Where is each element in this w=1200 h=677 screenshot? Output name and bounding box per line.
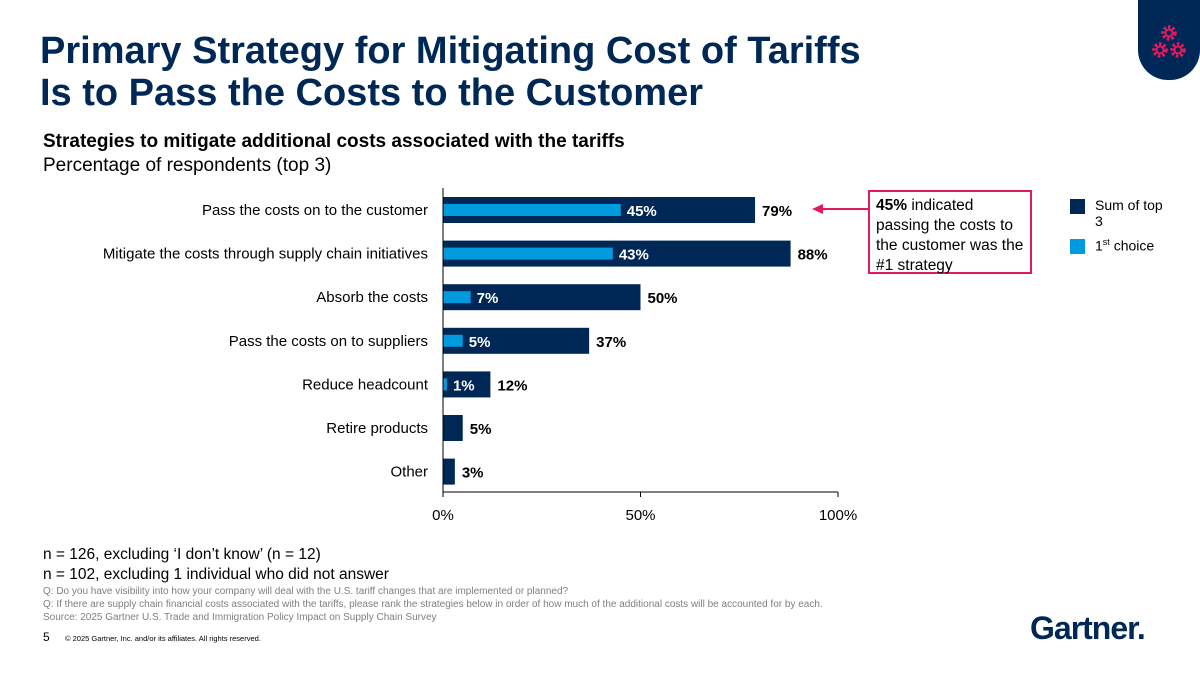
category-label: Other <box>390 464 428 481</box>
footnotes: n = 126, excluding ‘I don’t know’ (n = 1… <box>43 545 823 624</box>
bar-first-choice <box>443 334 463 347</box>
bar-sum-top3 <box>443 284 641 311</box>
data-label-first: 43% <box>619 247 649 264</box>
data-label-first: 1% <box>453 377 475 394</box>
bar-sum-top3 <box>443 327 590 354</box>
data-label-first: 45% <box>627 203 657 220</box>
callout-text: indicated passing the costs to the custo… <box>876 197 1024 274</box>
legend-label: Sum of top 3 <box>1095 197 1163 229</box>
category-label: Mitigate the costs through supply chain … <box>103 246 428 263</box>
note: n = 126, excluding ‘I don’t know’ (n = 1… <box>43 546 321 563</box>
data-label-sum: 79% <box>762 203 792 220</box>
legend-item-sum: Sum of top 3 <box>1070 197 1165 229</box>
data-label-sum: 37% <box>596 334 626 351</box>
legend-item-first: 1st choice <box>1070 237 1165 254</box>
section-badge <box>1138 0 1200 80</box>
source: Source: 2025 Gartner U.S. Trade and Immi… <box>43 612 437 623</box>
x-tick-label: 0% <box>432 507 454 524</box>
data-label-sum: 3% <box>462 465 484 482</box>
legend-swatch-dark <box>1070 199 1085 214</box>
callout-bold: 45% <box>876 197 908 214</box>
page-number: 5 <box>43 630 50 644</box>
bar-first-choice <box>443 204 621 216</box>
gears-icon <box>1152 25 1186 58</box>
note: n = 102, excluding 1 individual who did … <box>43 566 389 583</box>
legend-swatch-light <box>1070 239 1085 254</box>
title-line-2: Is to Pass the Costs to the Customer <box>40 72 704 114</box>
chart-subtitle: Strategies to mitigate additional costs … <box>43 131 625 152</box>
legend: Sum of top 3 1st choice <box>1070 197 1165 262</box>
gartner-logo: Gartner. <box>1030 610 1146 646</box>
data-label-first: 5% <box>469 334 491 351</box>
data-label-sum: 12% <box>497 377 527 394</box>
question: Q: If there are supply chain financial c… <box>43 599 823 610</box>
bar-first-choice <box>443 291 471 304</box>
data-label-sum: 50% <box>648 290 678 307</box>
category-label: Pass the costs on to suppliers <box>229 333 428 350</box>
x-tick-label: 100% <box>819 507 857 524</box>
bar-first-choice <box>443 378 447 391</box>
category-label: Pass the costs on to the customer <box>202 202 428 219</box>
data-label-sum: 5% <box>470 421 492 438</box>
bar-first-choice <box>443 247 613 260</box>
bar-sum-top3 <box>443 371 491 398</box>
bar-sum-top3 <box>443 415 463 441</box>
copyright: © 2025 Gartner, Inc. and/or its affiliat… <box>65 634 261 643</box>
question: Q: Do you have visibility into how your … <box>43 586 569 597</box>
page-title: Primary Strategy for Mitigating Cost of … <box>40 30 861 114</box>
title-line-1: Primary Strategy for Mitigating Cost of … <box>40 30 861 72</box>
callout-box: 45% indicated passing the costs to the c… <box>868 190 1032 274</box>
category-label: Retire products <box>326 420 428 437</box>
data-label-first: 7% <box>477 290 499 307</box>
chart-subtitle-2: Percentage of respondents (top 3) <box>43 155 332 176</box>
category-label: Reduce headcount <box>302 376 429 393</box>
category-label: Absorb the costs <box>316 289 428 306</box>
legend-label: 1st choice <box>1095 237 1155 254</box>
bar-sum-top3 <box>443 458 455 485</box>
data-label-sum: 88% <box>798 247 828 264</box>
x-tick-label: 50% <box>625 507 655 524</box>
arrow-left-icon <box>812 204 823 214</box>
